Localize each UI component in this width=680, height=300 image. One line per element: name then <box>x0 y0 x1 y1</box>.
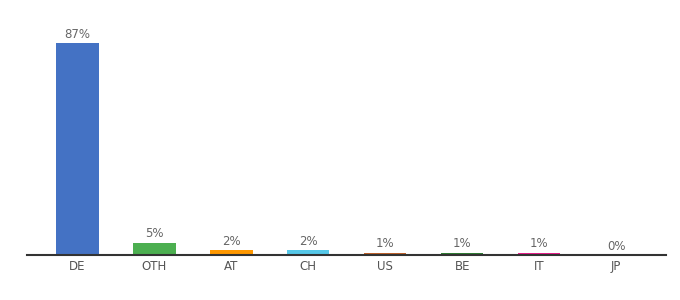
Text: 5%: 5% <box>145 227 164 240</box>
Bar <box>210 250 252 255</box>
Text: 1%: 1% <box>453 237 471 250</box>
Bar <box>287 250 330 255</box>
Bar <box>133 243 175 255</box>
Text: 87%: 87% <box>65 28 90 41</box>
Bar <box>441 253 483 255</box>
Bar <box>364 253 407 255</box>
Bar <box>518 253 560 255</box>
Bar <box>56 44 99 255</box>
Text: 2%: 2% <box>222 235 241 248</box>
Text: 1%: 1% <box>376 237 394 250</box>
Text: 2%: 2% <box>299 235 318 248</box>
Text: 0%: 0% <box>607 240 626 253</box>
Text: 1%: 1% <box>530 237 549 250</box>
